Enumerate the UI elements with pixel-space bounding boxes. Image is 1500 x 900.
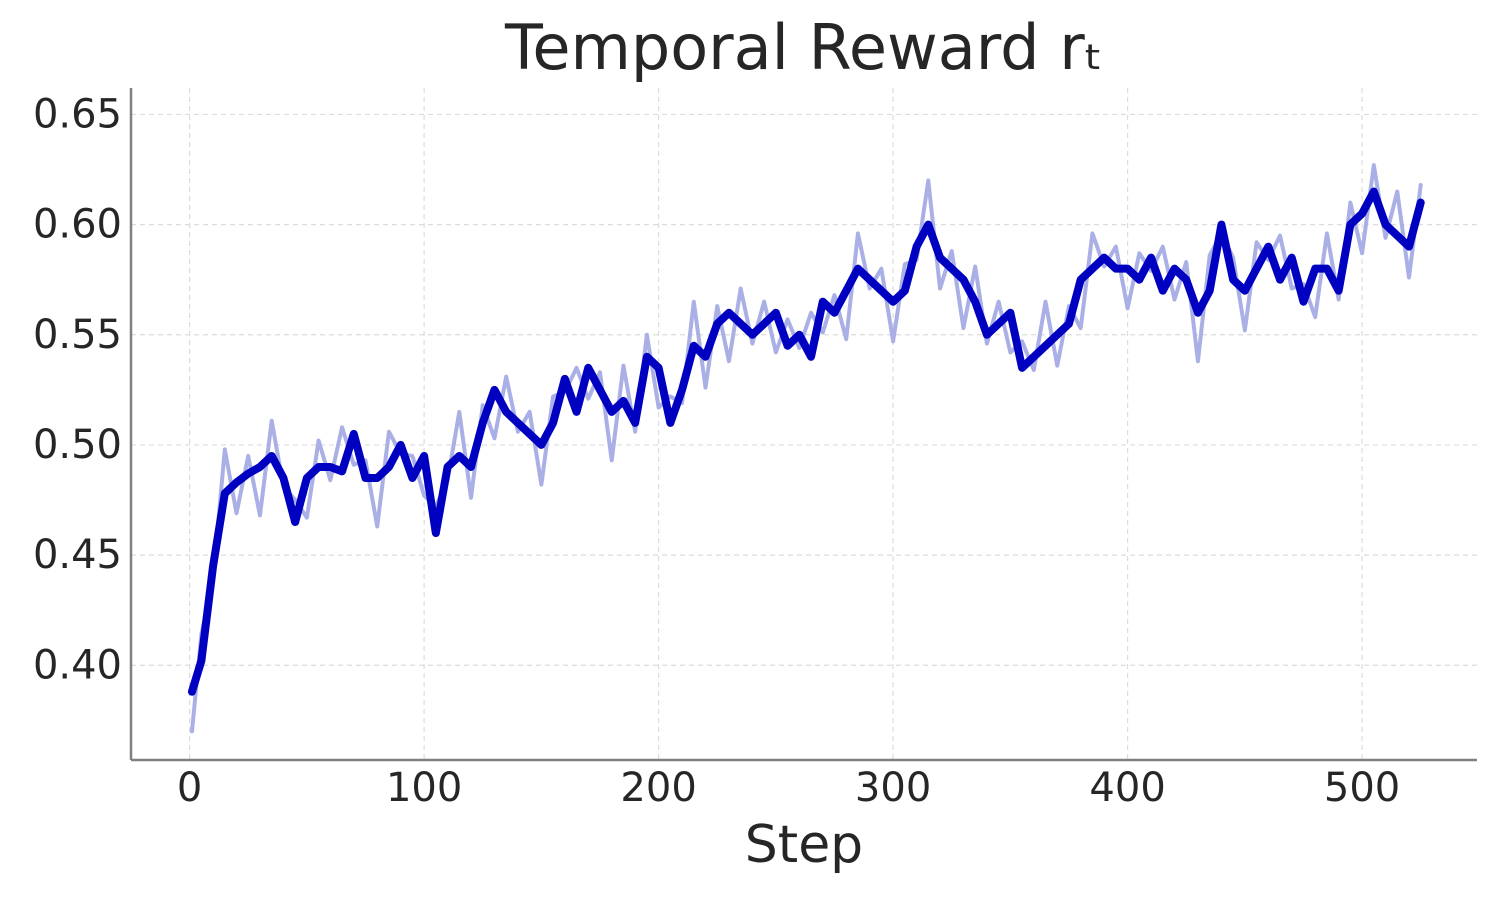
x-tick-label: 0: [177, 765, 202, 811]
x-tick-label: 200: [620, 765, 696, 811]
y-tick-label: 0.60: [33, 202, 122, 248]
y-tick-label: 0.45: [33, 532, 122, 578]
series-line: [187, 187, 1425, 696]
x-axis-label: Step: [745, 815, 863, 875]
y-tick-label: 0.50: [33, 422, 122, 468]
y-tick-label: 0.55: [33, 312, 122, 358]
chart-title: Temporal Reward rₜ: [504, 11, 1103, 84]
x-tick-label: 100: [386, 765, 462, 811]
y-tick-label: 0.65: [33, 91, 122, 137]
x-tick-label: 400: [1089, 765, 1165, 811]
x-tick-label: 300: [855, 765, 931, 811]
y-tick-label: 0.40: [33, 642, 122, 688]
series-line: [189, 163, 1423, 734]
x-tick-label: 500: [1324, 765, 1400, 811]
